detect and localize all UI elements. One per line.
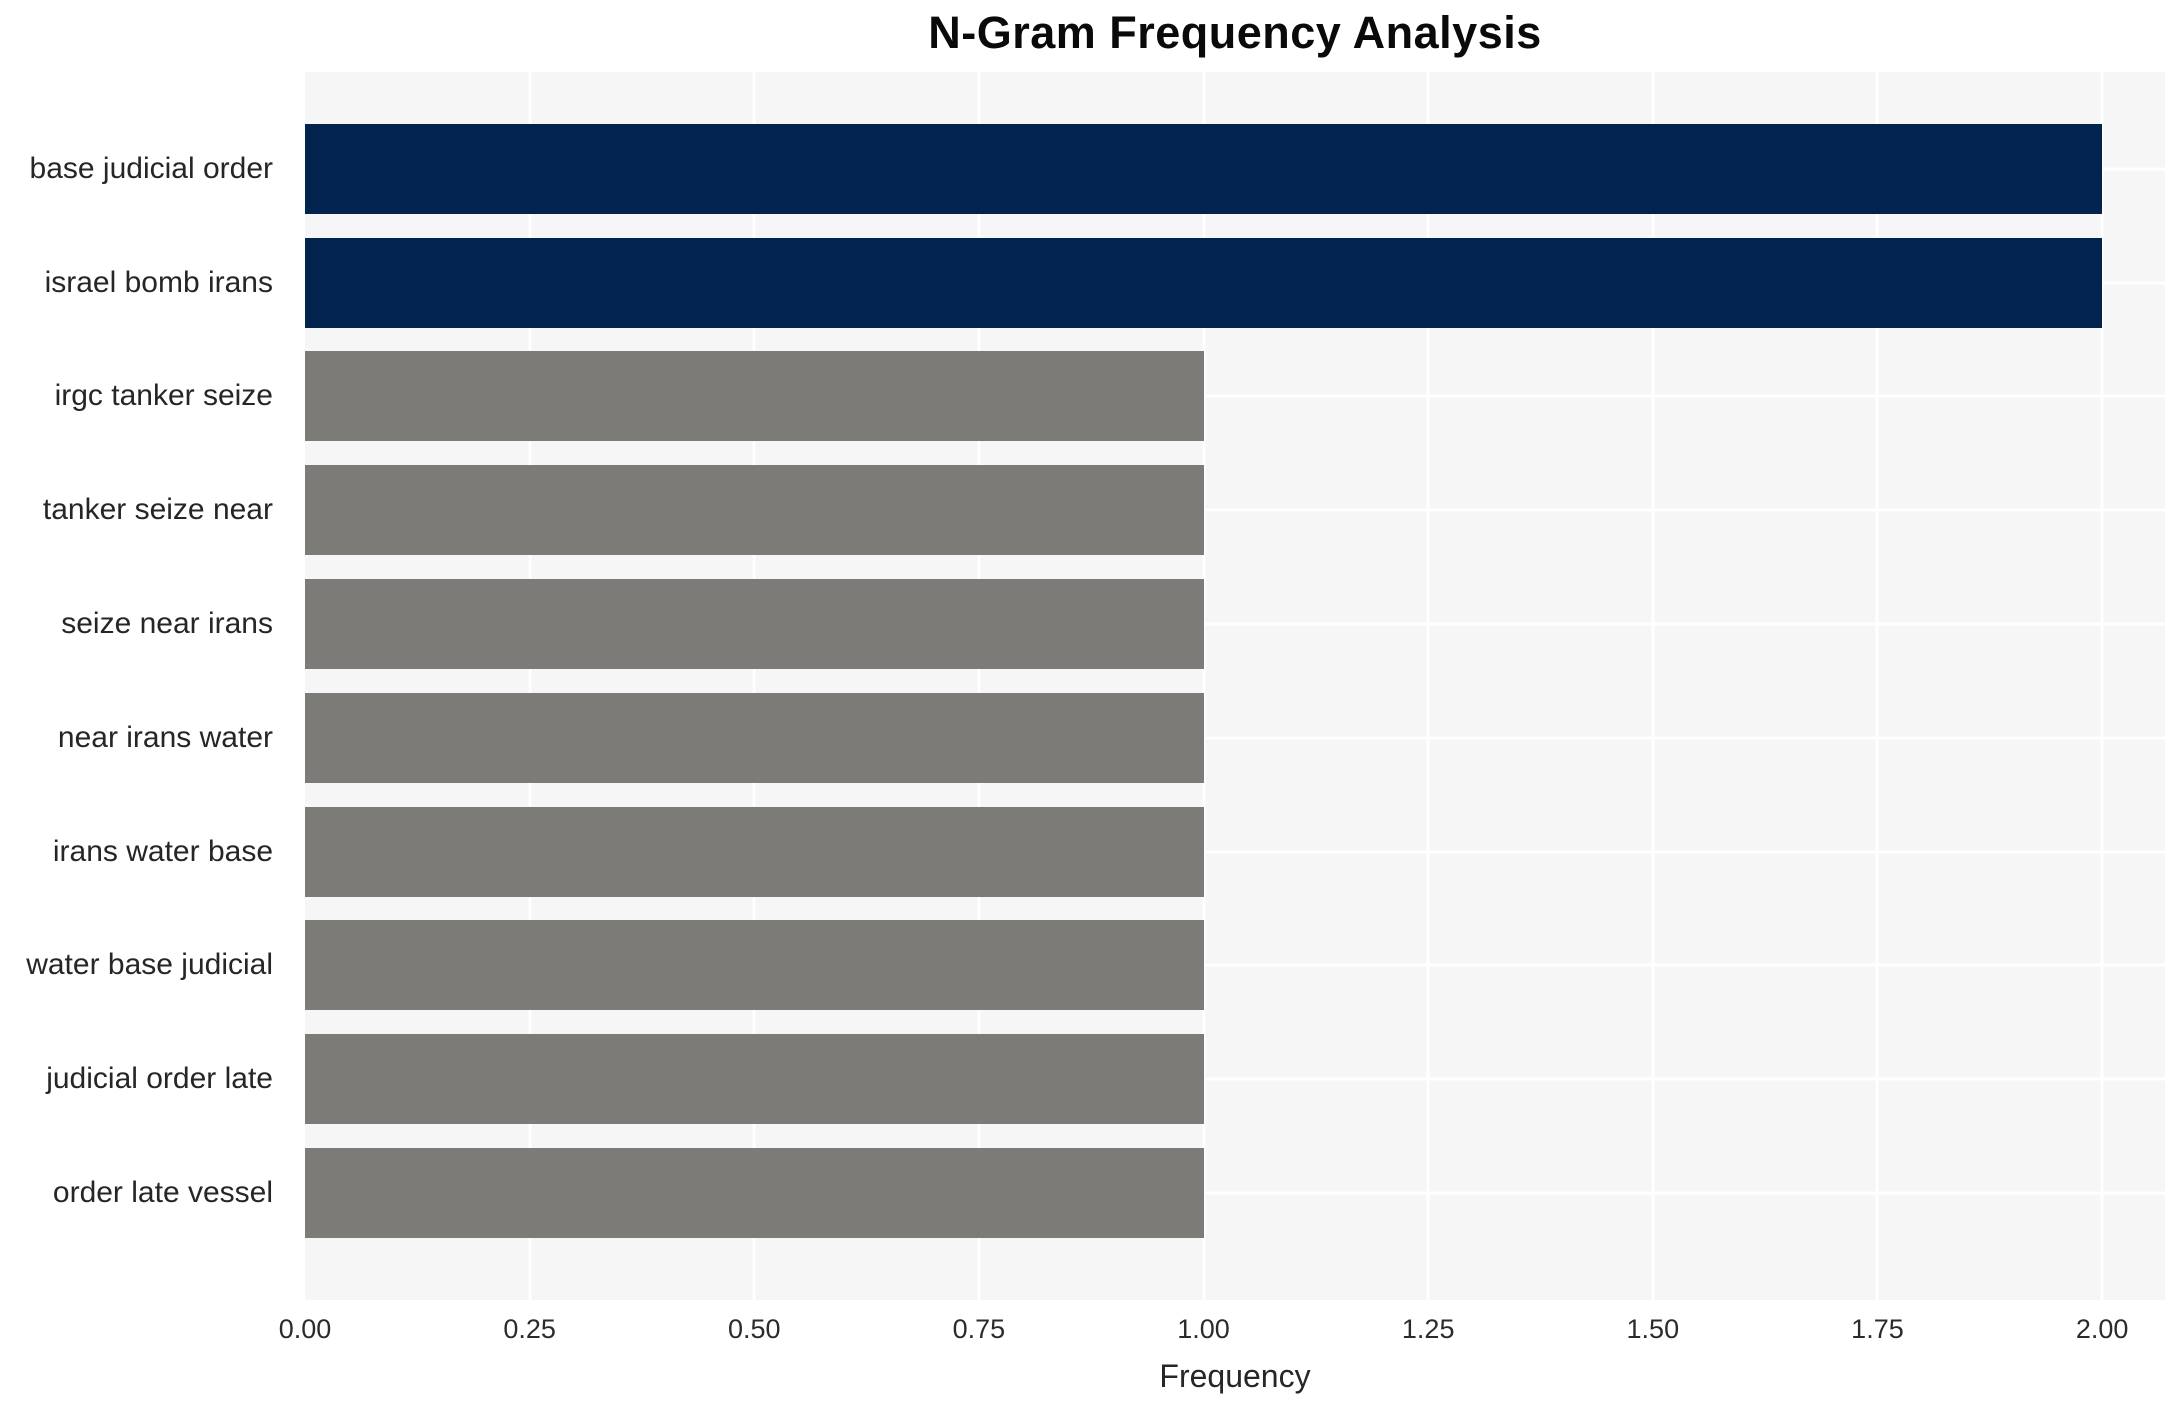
x-axis-tick-label: 0.50 — [727, 1314, 781, 1344]
bar-row — [305, 226, 2165, 340]
y-axis-label-row: base judicial order — [0, 112, 285, 226]
bar — [305, 806, 1204, 897]
x-axis-tick-label: 0.25 — [503, 1314, 556, 1344]
vertical-gridline — [1651, 72, 1655, 1300]
bar-row — [305, 1022, 2165, 1136]
x-axis-tick-label: 1.25 — [1401, 1314, 1455, 1344]
horizontal-gridline — [305, 1077, 2165, 1081]
x-axis-tick-label: 1.00 — [1177, 1314, 1230, 1344]
y-axis-label-row: order late vessel — [0, 1136, 285, 1250]
y-axis-labels: base judicial order israel bomb irans irgc… — [0, 72, 285, 1300]
x-axis-tick-label: 0.00 — [278, 1314, 332, 1344]
horizontal-gridline — [305, 1191, 2165, 1195]
bar-row — [305, 909, 2165, 1023]
bar — [305, 1034, 1204, 1125]
horizontal-gridline — [305, 736, 2165, 740]
horizontal-gridline — [305, 850, 2165, 854]
y-axis-label-row: irans water base — [0, 795, 285, 909]
bar-rows — [305, 72, 2165, 1300]
horizontal-gridline — [305, 394, 2165, 398]
vertical-gridline — [528, 72, 532, 1300]
vertical-gridline — [1875, 72, 1879, 1300]
bar — [305, 579, 1204, 670]
y-axis-label-row: near irans water — [0, 681, 285, 795]
x-axis-title: Frequency — [1159, 1358, 1311, 1394]
bar-row — [305, 567, 2165, 681]
bar — [305, 123, 2103, 214]
y-axis-label: seize near irans — [61, 607, 273, 641]
y-axis-label-row: irgc tanker seize — [0, 340, 285, 454]
bar — [305, 920, 1204, 1011]
x-axis-tick-label: 2.00 — [2075, 1314, 2129, 1344]
bar-row — [305, 795, 2165, 909]
bar-row — [305, 112, 2165, 226]
x-axis-tick-label: 1.50 — [1626, 1314, 1680, 1344]
y-axis-label: judicial order late — [46, 1062, 273, 1096]
y-axis-label: water base judicial — [26, 948, 273, 982]
x-axis-tick-label: 1.75 — [1851, 1314, 1904, 1344]
plot-area — [305, 72, 2165, 1300]
y-axis-label-row: israel bomb irans — [0, 226, 285, 340]
y-axis-label: base judicial order — [29, 151, 273, 185]
bar — [305, 1148, 1204, 1239]
bar-row — [305, 453, 2165, 567]
horizontal-gridline — [305, 963, 2165, 967]
y-axis-label-row: tanker seize near — [0, 453, 285, 567]
y-axis-label: tanker seize near — [42, 493, 273, 527]
vertical-gridline — [977, 72, 981, 1300]
vertical-gridline — [2100, 72, 2104, 1300]
x-axis-ticks: 0.00 0.25 0.50 0.75 1.00 1.25 1.50 1.75 2.00 — [279, 1314, 2165, 1350]
chart-title: N-Gram Frequency Analysis — [928, 7, 1542, 58]
bar — [305, 465, 1204, 556]
bar — [305, 351, 1204, 442]
bar-row — [305, 681, 2165, 795]
y-axis-label: irans water base — [52, 834, 273, 868]
y-axis-label: irgc tanker seize — [54, 379, 273, 413]
y-axis-label-row: water base judicial — [0, 909, 285, 1023]
y-axis-label: near irans water — [57, 720, 273, 754]
vertical-gridline — [1426, 72, 1430, 1300]
bar-row — [305, 340, 2165, 454]
y-axis-label-row: judicial order late — [0, 1022, 285, 1136]
bar — [305, 692, 1204, 783]
y-axis-label: israel bomb irans — [44, 265, 273, 299]
vertical-gridline — [1202, 72, 1206, 1300]
horizontal-gridline — [305, 622, 2165, 626]
horizontal-gridline — [305, 508, 2165, 512]
bar-row — [305, 1136, 2165, 1250]
y-axis-label-row: seize near irans — [0, 567, 285, 681]
y-axis-label: order late vessel — [52, 1176, 273, 1210]
x-axis-tick-label: 0.75 — [952, 1314, 1006, 1344]
bar — [305, 237, 2103, 328]
vertical-gridline — [752, 72, 756, 1300]
